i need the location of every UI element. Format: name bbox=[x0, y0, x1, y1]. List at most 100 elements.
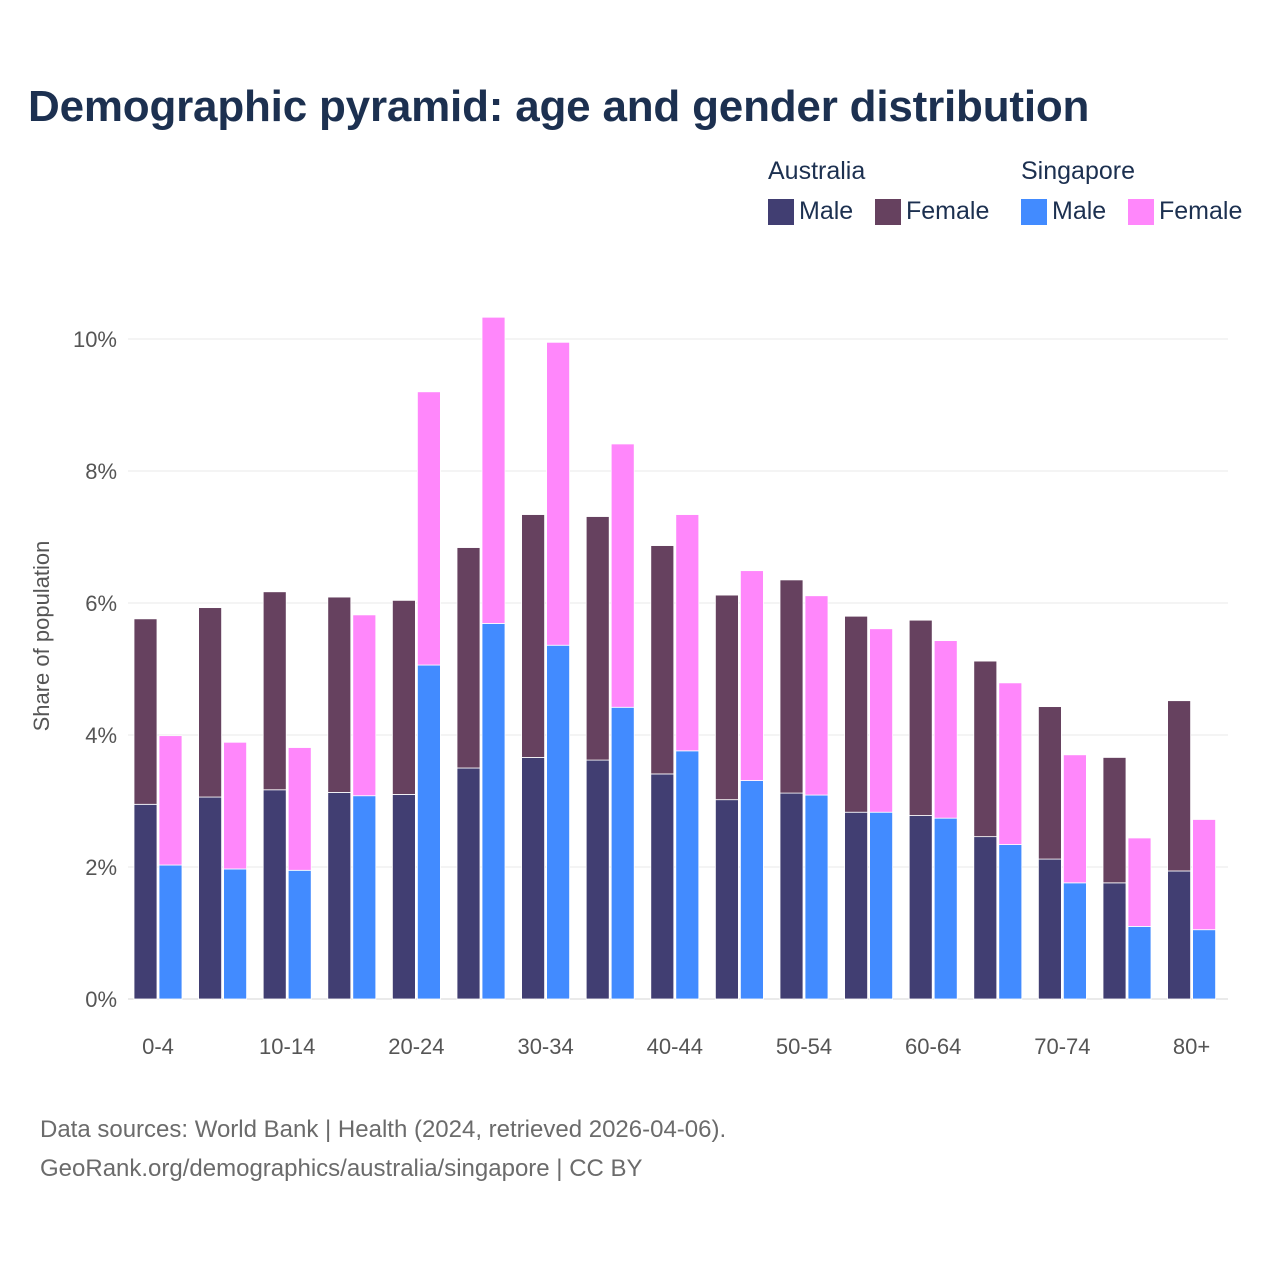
x-tick-label: 40-44 bbox=[647, 1034, 703, 1059]
bars bbox=[133, 316, 1216, 1000]
bar-australia-female bbox=[650, 545, 675, 775]
bar-singapore-female bbox=[1192, 819, 1216, 931]
chart-title: Demographic pyramid: age and gender dist… bbox=[28, 82, 1090, 131]
bar-australia-female bbox=[585, 516, 610, 761]
y-tick-label: 2% bbox=[85, 855, 117, 880]
bar-australia-male bbox=[844, 811, 868, 1000]
legend-item-australia-male: Male bbox=[768, 197, 853, 226]
x-tick-label: 80+ bbox=[1173, 1034, 1210, 1059]
bar-australia-male bbox=[650, 773, 675, 1000]
bar-singapore-female bbox=[610, 443, 635, 708]
bar-australia-female bbox=[908, 619, 933, 816]
legend-label: Female bbox=[1159, 197, 1243, 225]
bar-australia-female bbox=[327, 596, 352, 793]
bar-singapore-female bbox=[933, 640, 958, 819]
legend-item-singapore-female: Female bbox=[1128, 197, 1242, 226]
bar-australia-male bbox=[715, 799, 739, 1000]
y-tick-label: 10% bbox=[73, 327, 117, 352]
bar-singapore-female bbox=[1127, 837, 1152, 927]
x-tick-label: 60-64 bbox=[905, 1034, 961, 1059]
x-tick-label: 70-74 bbox=[1034, 1034, 1090, 1059]
bar-singapore-male bbox=[1192, 929, 1216, 1000]
bar-singapore-male bbox=[352, 795, 377, 1000]
y-axis-label: Share of population bbox=[29, 540, 54, 732]
bar-singapore-female bbox=[223, 741, 248, 870]
bar-singapore-female bbox=[1063, 754, 1087, 884]
bar-singapore-female bbox=[740, 570, 764, 781]
bar-singapore-male bbox=[740, 780, 764, 1000]
bar-singapore-female bbox=[416, 391, 441, 666]
legend-item-australia-female: Female bbox=[875, 197, 989, 226]
legend-swatch bbox=[875, 198, 901, 225]
footer-link: GeoRank.org/demographics/australia/singa… bbox=[40, 1155, 643, 1182]
bar-australia-female bbox=[391, 599, 416, 795]
bar-australia-female bbox=[715, 594, 739, 801]
bar-singapore-male bbox=[804, 794, 829, 1000]
bar-australia-male bbox=[908, 815, 933, 1000]
bar-australia-male bbox=[973, 836, 998, 1000]
bar-singapore-male bbox=[869, 811, 893, 1000]
bar-australia-male bbox=[262, 789, 287, 1000]
x-tick-label: 50-54 bbox=[776, 1034, 832, 1059]
footer-sources: Data sources: World Bank | Health (2024,… bbox=[40, 1116, 727, 1143]
bar-australia-male bbox=[391, 794, 416, 1000]
legend-swatch bbox=[1128, 198, 1154, 225]
legend-swatch bbox=[768, 198, 794, 225]
bar-australia-male bbox=[585, 759, 610, 1000]
legend-group-australia: Australia bbox=[768, 157, 866, 185]
bar-singapore-male bbox=[610, 706, 635, 1000]
x-tick-label: 30-34 bbox=[517, 1034, 573, 1059]
bar-singapore-male bbox=[158, 864, 183, 1000]
bar-australia-male bbox=[1102, 882, 1127, 1000]
bar-australia-female bbox=[1038, 706, 1062, 860]
bar-singapore-female bbox=[804, 595, 829, 796]
bar-australia-male bbox=[1038, 858, 1062, 1000]
bar-singapore-male bbox=[1127, 926, 1152, 1000]
y-tick-label: 6% bbox=[85, 591, 117, 616]
bar-singapore-male bbox=[223, 868, 248, 1000]
legend-item-singapore-male: Male bbox=[1021, 197, 1106, 226]
bar-singapore-female bbox=[675, 514, 700, 752]
bar-australia-female bbox=[844, 615, 868, 813]
bar-singapore-female bbox=[287, 747, 312, 871]
bar-singapore-male bbox=[546, 644, 570, 1000]
bar-singapore-male bbox=[481, 623, 506, 1000]
bar-australia-female bbox=[198, 607, 223, 798]
x-tick-label: 0-4 bbox=[142, 1034, 174, 1059]
y-tick-label: 8% bbox=[85, 459, 117, 484]
legend-label: Male bbox=[799, 197, 854, 225]
x-tick-label: 20-24 bbox=[388, 1034, 444, 1059]
y-tick-label: 0% bbox=[85, 987, 117, 1012]
bar-singapore-female bbox=[998, 682, 1023, 845]
bar-singapore-male bbox=[675, 750, 700, 1000]
x-axis: 0-4 10-14 20-24 30-34 40-44 50-54 60-64 70-74 80… bbox=[142, 1034, 1210, 1059]
legend-label: Male bbox=[1052, 197, 1107, 225]
legend-label: Female bbox=[906, 197, 990, 225]
bar-singapore-male bbox=[287, 869, 312, 1000]
bar-singapore-male bbox=[416, 664, 441, 1000]
bar-singapore-female bbox=[352, 614, 377, 797]
bar-australia-female bbox=[779, 579, 804, 794]
bar-singapore-female bbox=[869, 628, 893, 813]
x-tick-label: 10-14 bbox=[259, 1034, 315, 1059]
legend-group-singapore: Singapore bbox=[1021, 157, 1135, 185]
bar-australia-female bbox=[521, 514, 545, 758]
bar-australia-male bbox=[133, 803, 158, 1000]
bar-australia-female bbox=[1102, 757, 1127, 884]
bar-australia-male bbox=[327, 792, 352, 1000]
bar-singapore-female bbox=[481, 316, 506, 624]
bar-australia-male bbox=[779, 792, 804, 1000]
bar-singapore-female bbox=[158, 735, 183, 866]
bar-australia-female bbox=[456, 547, 481, 769]
y-tick-label: 4% bbox=[85, 723, 117, 748]
y-axis: 0% 2% 4% 6% 8% 10% bbox=[73, 327, 117, 1012]
bar-singapore-male bbox=[998, 844, 1023, 1000]
legend-swatch bbox=[1021, 198, 1047, 225]
bar-australia-female bbox=[1167, 700, 1191, 872]
bar-australia-female bbox=[133, 618, 158, 805]
bar-australia-male bbox=[1167, 870, 1191, 1000]
bar-singapore-male bbox=[1063, 882, 1087, 1000]
bar-singapore-male bbox=[933, 817, 958, 1000]
bar-australia-female bbox=[262, 591, 287, 791]
